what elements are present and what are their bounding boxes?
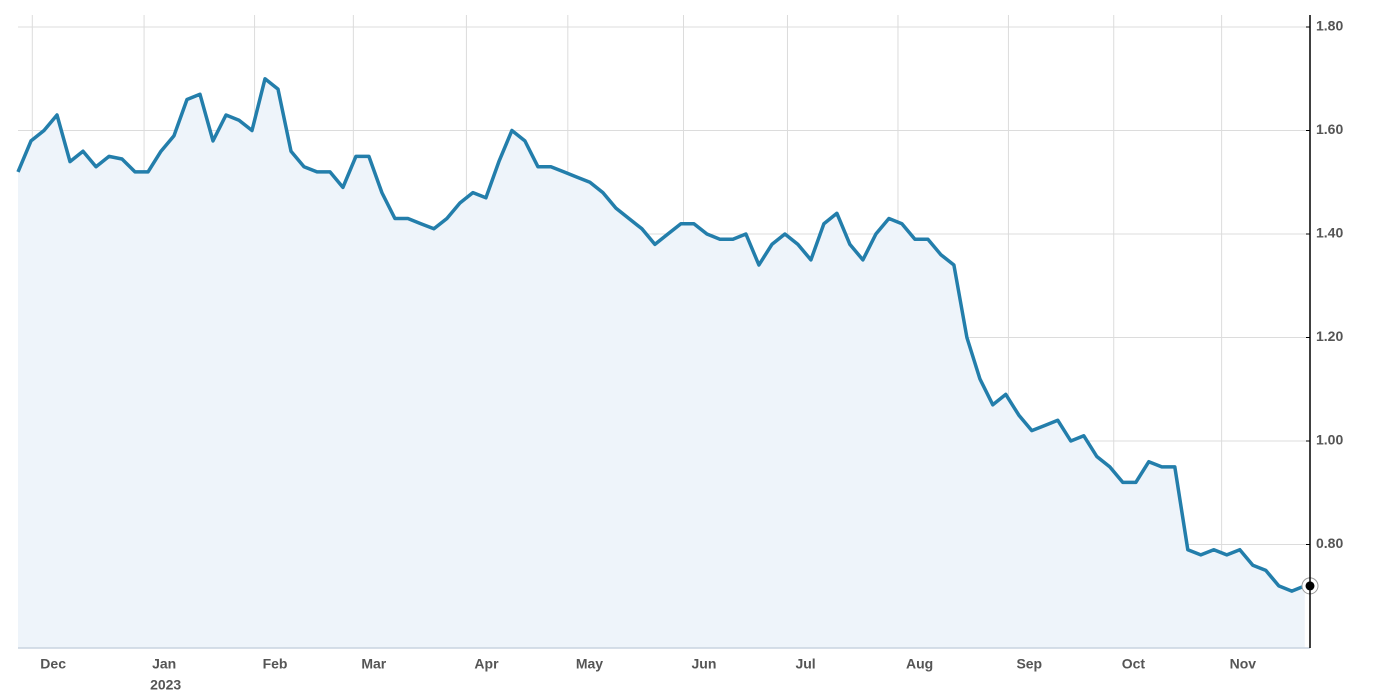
y-tick-label: 1.20	[1316, 328, 1343, 344]
x-tick-label: Jun	[691, 656, 716, 672]
y-tick-label: 1.00	[1316, 432, 1343, 448]
x-tick-label: Sep	[1016, 656, 1042, 672]
year-label: 2023	[150, 677, 181, 693]
x-tick-label: Apr	[474, 656, 499, 672]
x-tick-label: May	[576, 656, 603, 672]
x-tick-label: Aug	[906, 656, 933, 672]
x-tick-label: Oct	[1122, 656, 1146, 672]
price-line	[16, 77, 1306, 593]
y-tick-label: 1.40	[1316, 225, 1343, 241]
y-tick-label: 0.80	[1316, 535, 1343, 551]
x-tick-label: Nov	[1230, 656, 1257, 672]
area-fill	[18, 78, 1305, 649]
x-tick-label: Dec	[40, 656, 66, 672]
x-tick-label: Jul	[795, 656, 815, 672]
x-tick-label: Mar	[361, 656, 386, 672]
x-tick-label: Feb	[263, 656, 288, 672]
x-tick-label: Jan	[152, 656, 176, 672]
y-tick-label: 1.60	[1316, 121, 1343, 137]
y-tick-label: 1.80	[1316, 18, 1343, 34]
